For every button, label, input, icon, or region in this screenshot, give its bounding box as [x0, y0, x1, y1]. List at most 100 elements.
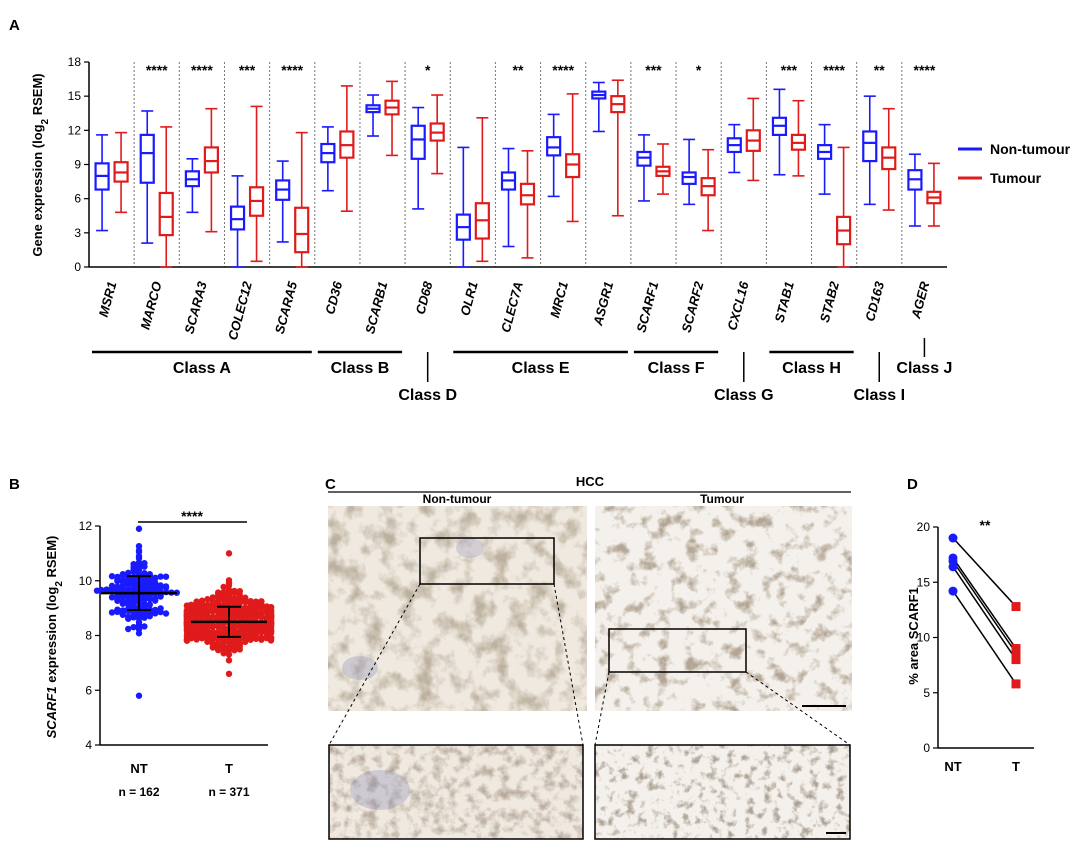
dot-nt — [141, 611, 148, 618]
dot-nt — [146, 577, 153, 584]
panel-d-letter: D — [907, 476, 918, 493]
dot-t — [209, 644, 216, 651]
dot-nt — [141, 603, 148, 611]
class-label: Class I — [853, 387, 905, 404]
y-tick-label: 3 — [74, 226, 81, 240]
gene-label: CLEC7A — [498, 280, 526, 334]
dot-t — [252, 598, 260, 605]
dot-t — [204, 624, 211, 632]
box-tumour — [790, 99, 807, 177]
dot-nt — [146, 585, 153, 592]
dot-t — [267, 604, 275, 612]
dot-t — [252, 624, 260, 632]
dot-t — [236, 591, 243, 599]
box-non-tumour — [500, 147, 517, 248]
class-label: Class A — [173, 360, 232, 377]
gene-label: MSR1 — [96, 280, 120, 319]
dot-t — [236, 624, 243, 631]
significance-label: **** — [181, 508, 203, 524]
box-tumour — [836, 146, 852, 268]
dot-nt — [119, 611, 127, 618]
dot-nt — [141, 623, 148, 630]
y-axis: 0 5 10 15 20 — [917, 520, 1034, 755]
dot-nt — [114, 586, 121, 593]
dot-nt — [103, 586, 110, 593]
y-tick-label: 10 — [917, 631, 931, 645]
box-tumour — [926, 162, 942, 227]
dot-t — [220, 611, 227, 619]
significance-label: **** — [552, 62, 574, 78]
box-tumour — [429, 94, 445, 175]
dot-t — [242, 597, 249, 604]
dot-t — [252, 629, 260, 637]
dot-t — [231, 641, 238, 648]
box-non-tumour — [546, 113, 562, 198]
dot-t — [215, 590, 222, 598]
dot-t — [215, 597, 222, 605]
panel-b-letter: B — [9, 476, 20, 493]
box-iqr — [862, 130, 878, 163]
legend: Non-tumour Tumour — [958, 141, 1071, 186]
dot-nt — [125, 625, 132, 633]
dot-t — [267, 635, 275, 642]
dot-nt — [141, 596, 148, 603]
dot-t — [247, 623, 254, 630]
significance-label: ** — [513, 62, 524, 78]
class-label: Class F — [648, 360, 705, 377]
box-non-tumour — [410, 106, 426, 210]
dot-nt — [141, 583, 148, 591]
point-nt — [948, 586, 958, 596]
dot-t — [198, 624, 206, 632]
dot-t — [267, 629, 275, 637]
dot-t — [209, 623, 216, 630]
box-non-tumour — [862, 95, 878, 206]
y-tick-label: 20 — [917, 520, 931, 534]
dot-t — [183, 622, 191, 629]
dot-t — [247, 607, 254, 614]
significance-label: **** — [146, 62, 168, 78]
dot-t — [225, 657, 233, 664]
dot-nt — [108, 582, 116, 590]
dot-nt — [146, 612, 153, 620]
dot-t — [204, 601, 211, 609]
point-t — [1011, 602, 1021, 612]
dot-t — [225, 582, 233, 589]
dot-t — [220, 632, 227, 640]
dot-t — [209, 606, 216, 613]
dot-t — [231, 589, 238, 597]
dot-t — [225, 638, 233, 646]
dot-t — [209, 598, 216, 605]
gene-label: SCARA3 — [181, 279, 210, 335]
dot-t — [236, 643, 243, 650]
dot-nt — [141, 563, 148, 570]
dot-nt — [119, 577, 127, 584]
point-t — [1011, 648, 1021, 658]
y-tick-label: 5 — [923, 686, 930, 700]
gene-label: CD163 — [862, 279, 887, 323]
dot-t — [220, 583, 227, 591]
box-iqr — [410, 124, 426, 160]
class-label: Class G — [714, 387, 774, 404]
y-axis-title: Gene expression (log2 RSEM) — [30, 73, 51, 256]
significance-label: **** — [914, 62, 936, 78]
dot-t — [204, 638, 211, 645]
box-tumour — [158, 126, 174, 268]
dot-t — [209, 615, 216, 622]
dot-t — [183, 607, 191, 614]
point-nt — [948, 562, 958, 572]
point-t — [1011, 655, 1021, 665]
box-non-tumour — [94, 134, 110, 232]
dot-nt — [125, 597, 132, 604]
dot-t — [183, 616, 191, 623]
legend-non-tumour-label: Non-tumour — [990, 141, 1071, 157]
box-tumour — [610, 79, 626, 217]
box-iqr — [158, 191, 174, 237]
dot-nt — [125, 586, 132, 593]
dot-t — [247, 597, 254, 605]
box-non-tumour — [591, 81, 607, 133]
dot-nt — [135, 611, 143, 619]
dot-t — [193, 614, 200, 621]
dot-t — [247, 631, 254, 639]
